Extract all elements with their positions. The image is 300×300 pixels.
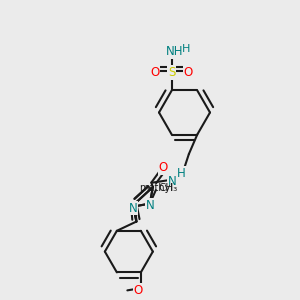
Text: O: O [184, 66, 193, 79]
Text: S: S [168, 66, 176, 79]
Text: methyl: methyl [139, 183, 173, 193]
Text: H: H [182, 44, 190, 53]
Text: NH: NH [166, 45, 184, 58]
Text: O: O [159, 161, 168, 174]
Text: O: O [133, 284, 142, 297]
Text: CH₃: CH₃ [158, 183, 178, 193]
Text: N: N [146, 199, 154, 212]
Text: O: O [151, 66, 160, 79]
Text: H: H [177, 167, 186, 180]
Text: N: N [168, 175, 177, 188]
Text: N: N [129, 202, 138, 214]
